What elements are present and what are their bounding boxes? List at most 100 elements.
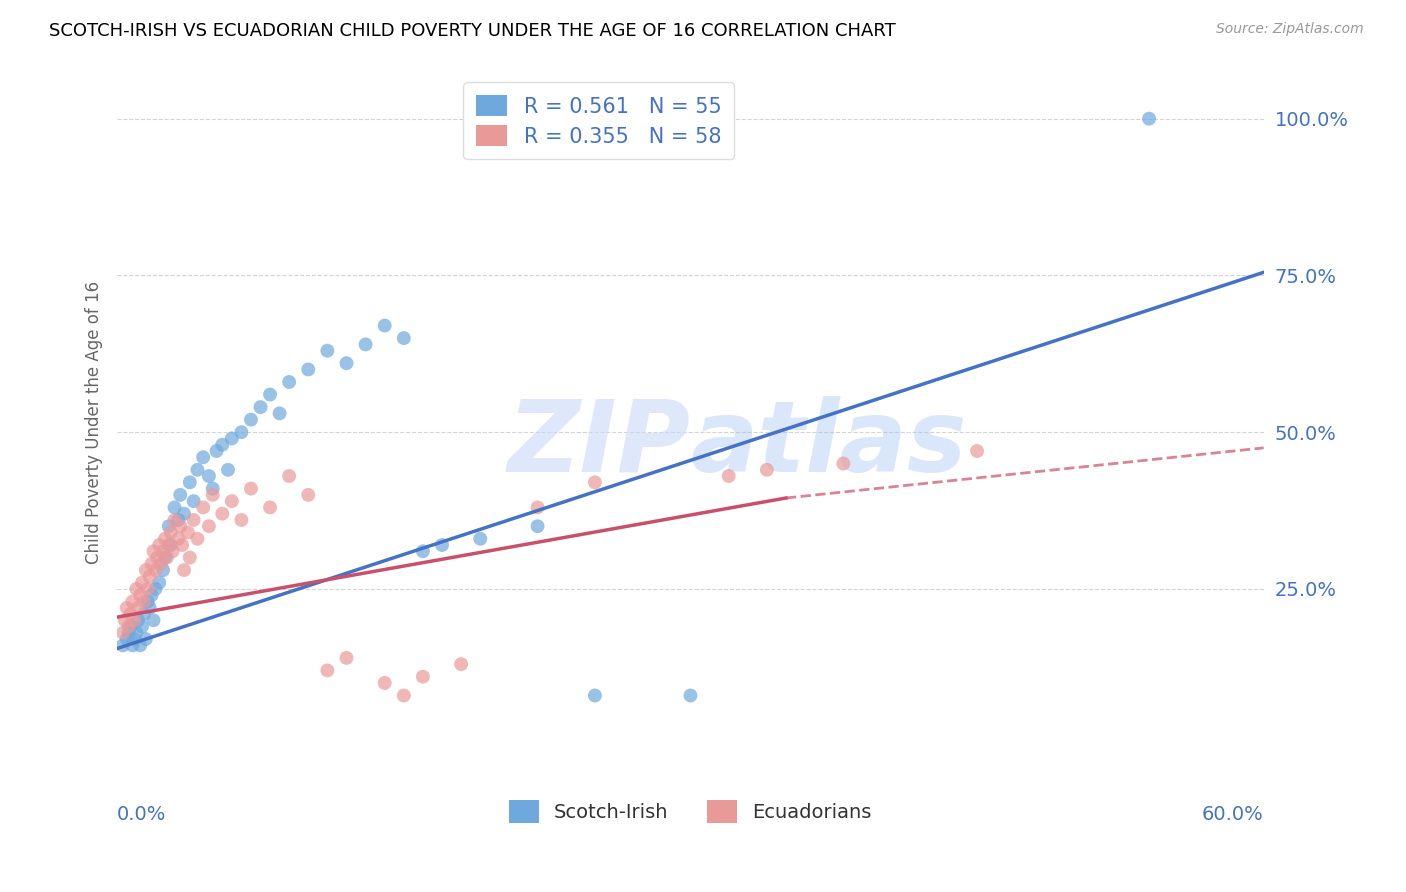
Point [159,538,181,552]
Text: 0.0%: 0.0% [117,805,166,824]
Point [135,632,157,646]
Point [211,438,233,452]
Point [132,607,155,621]
Point [141,557,163,571]
Point [111,638,134,652]
Point [412,670,434,684]
Point [186,532,208,546]
Point [297,488,319,502]
Point [145,582,167,596]
Point [239,482,262,496]
Point [145,563,167,577]
Point [231,513,253,527]
Point [124,613,146,627]
Point [412,544,434,558]
Point [169,519,191,533]
Point [148,538,170,552]
Point [679,689,702,703]
Point [269,406,291,420]
Point [211,507,233,521]
Point [148,575,170,590]
Point [198,519,221,533]
Point [163,513,186,527]
Point [259,387,281,401]
Point [142,544,165,558]
Point [193,450,215,465]
Point [177,525,200,540]
Point [198,469,221,483]
Point [125,582,148,596]
Point [450,657,472,672]
Point [966,444,988,458]
Point [193,500,215,515]
Point [124,632,146,646]
Point [138,569,160,583]
Point [135,563,157,577]
Point [129,638,152,652]
Point [172,538,194,552]
Point [111,625,134,640]
Point [392,689,415,703]
Point [115,632,138,646]
Point [201,488,224,502]
Point [583,475,606,490]
Text: atlas: atlas [690,395,967,492]
Text: SCOTCH-IRISH VS ECUADORIAN CHILD POVERTY UNDER THE AGE OF 16 CORRELATION CHART: SCOTCH-IRISH VS ECUADORIAN CHILD POVERTY… [49,22,896,40]
Point [354,337,377,351]
Point [120,619,142,633]
Point [173,563,195,577]
Point [335,356,357,370]
Point [167,532,190,546]
Text: ZIP: ZIP [508,395,690,492]
Point [127,600,149,615]
Point [832,457,855,471]
Point [125,625,148,640]
Point [239,412,262,426]
Point [131,619,153,633]
Point [152,544,174,558]
Point [526,519,548,533]
Point [157,519,180,533]
Point [201,482,224,496]
Point [162,544,184,558]
Point [129,588,152,602]
Point [221,494,243,508]
Point [118,625,141,640]
Point [136,594,159,608]
Point [136,582,159,596]
Point [1137,112,1160,126]
Point [526,500,548,515]
Point [153,532,176,546]
Point [335,651,357,665]
Point [183,513,205,527]
Point [179,475,201,490]
Point [150,557,173,571]
Point [278,469,301,483]
Point [374,676,396,690]
Point [142,613,165,627]
Point [114,613,136,627]
Point [183,494,205,508]
Point [221,432,243,446]
Point [173,507,195,521]
Point [179,550,201,565]
Point [755,463,778,477]
Text: Source: ZipAtlas.com: Source: ZipAtlas.com [1216,22,1364,37]
Point [153,550,176,565]
Point [120,607,142,621]
Point [717,469,740,483]
Point [470,532,492,546]
Point [127,613,149,627]
Point [115,600,138,615]
Point [152,563,174,577]
Point [141,588,163,602]
Point [249,400,271,414]
Point [159,525,181,540]
Point [138,600,160,615]
Point [156,550,179,565]
Point [259,500,281,515]
Point [121,594,143,608]
Point [217,463,239,477]
Point [121,638,143,652]
Point [392,331,415,345]
